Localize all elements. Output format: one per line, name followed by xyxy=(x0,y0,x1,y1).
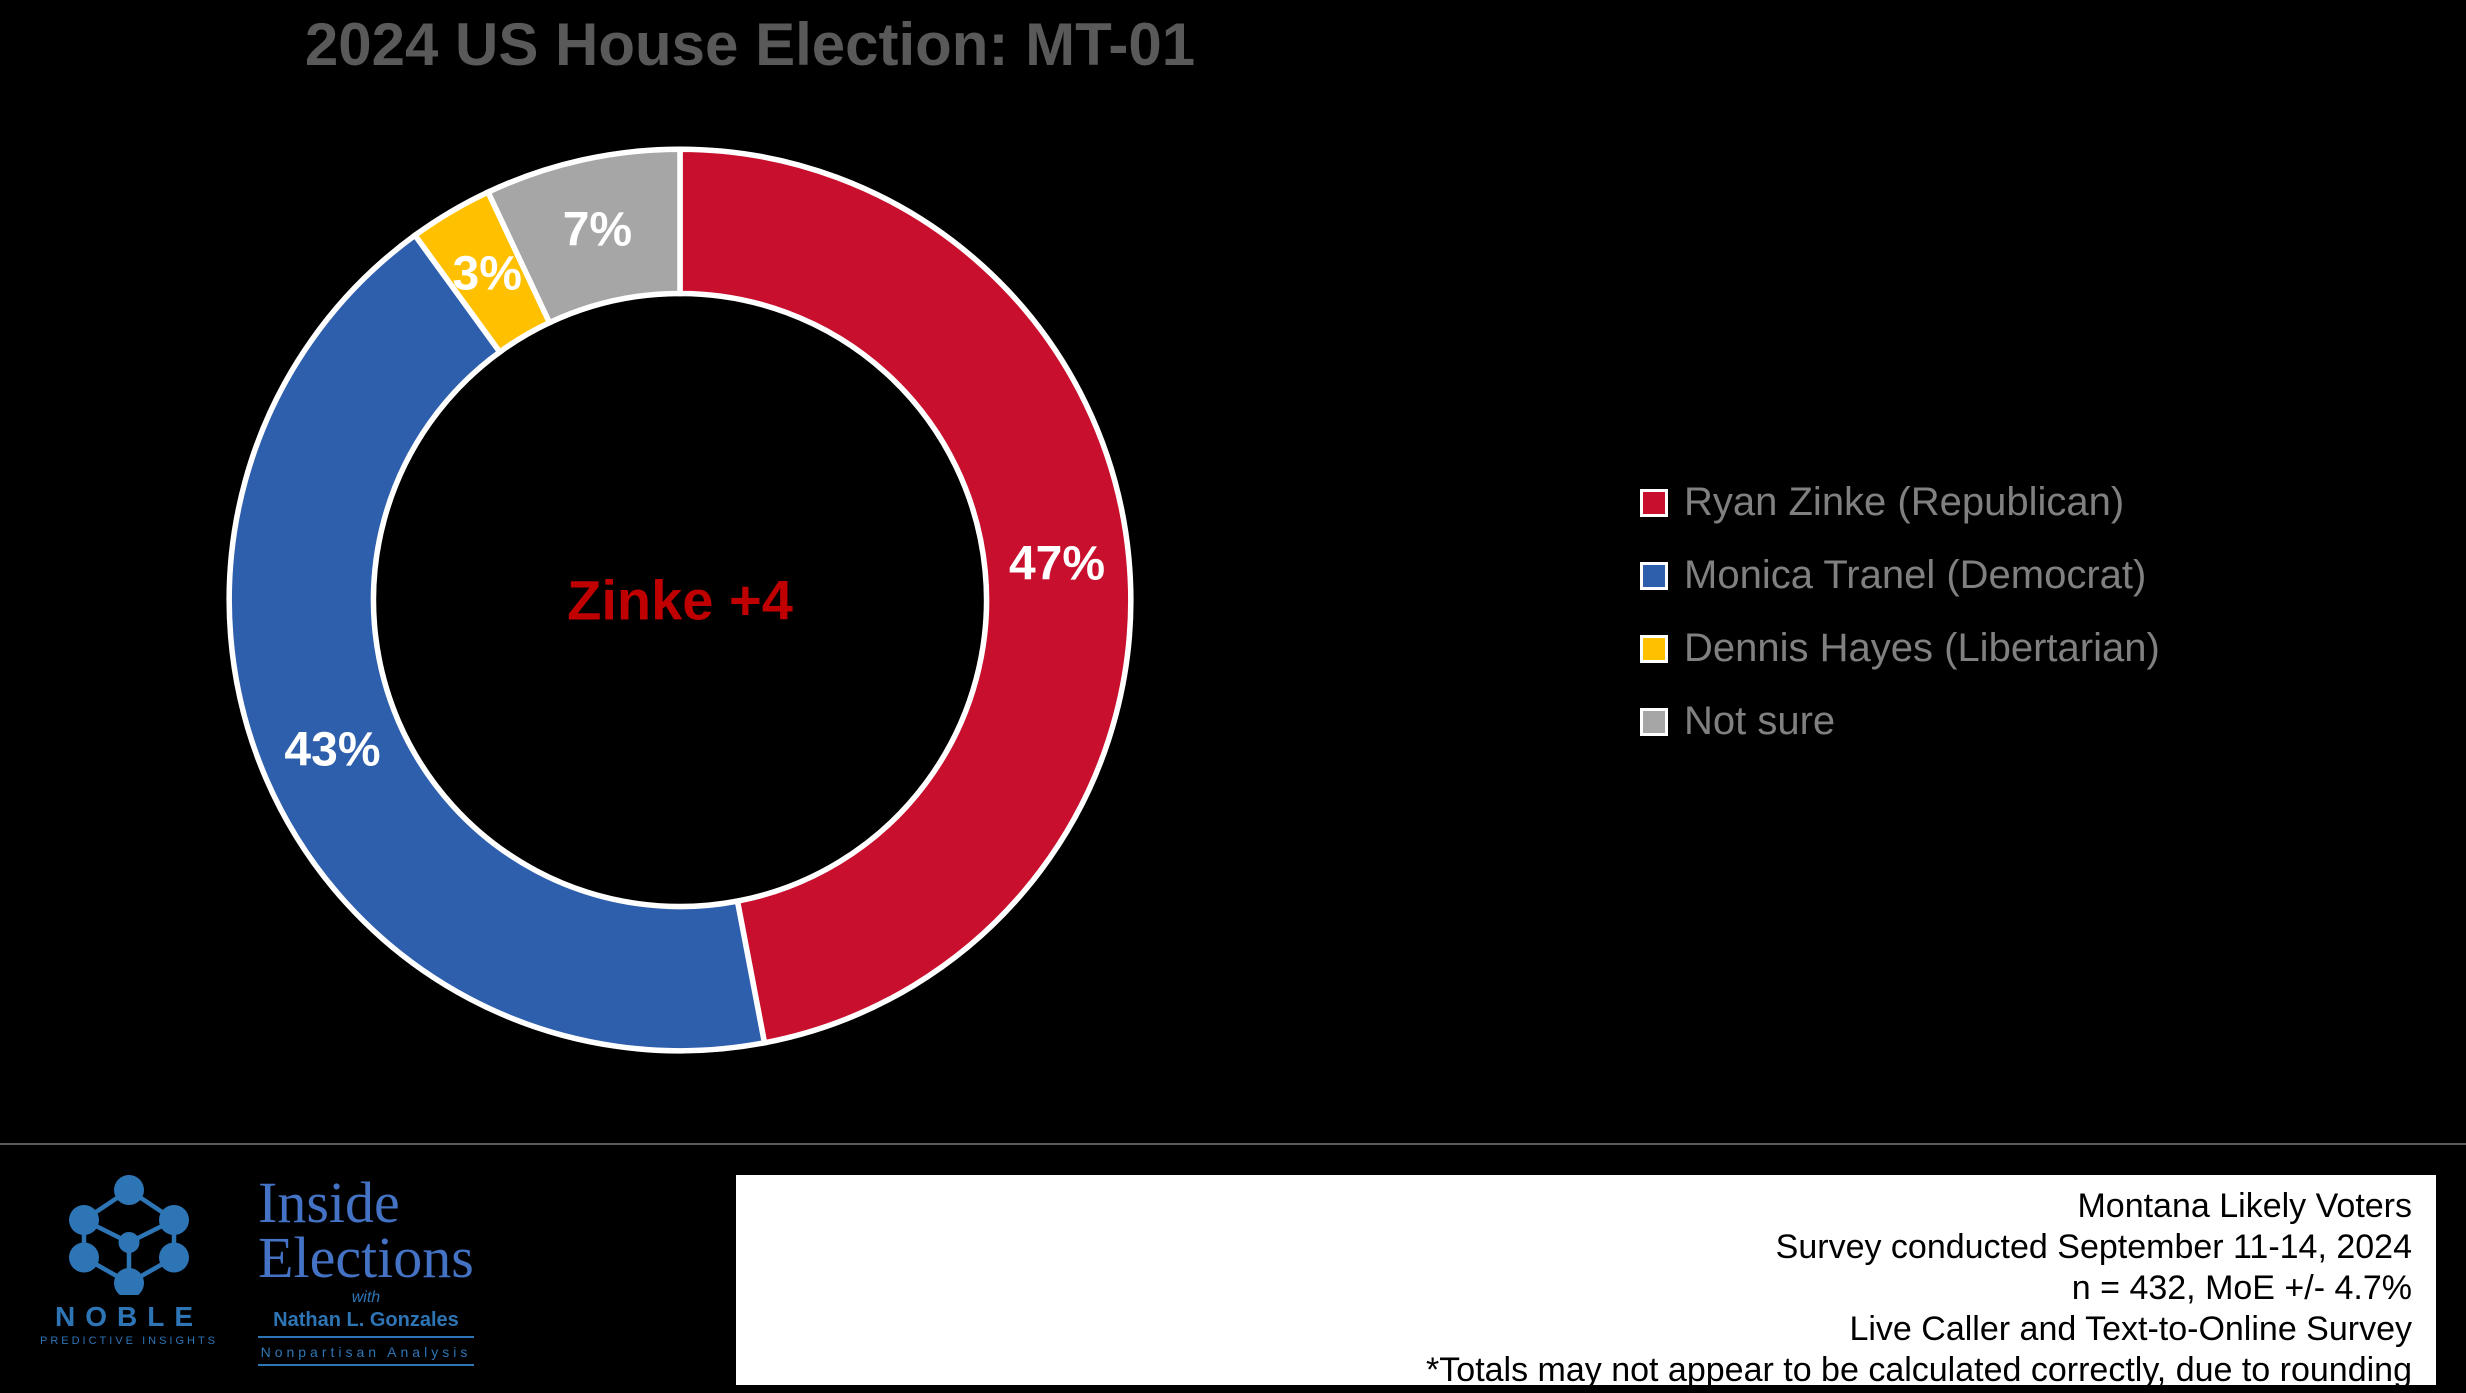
slice-value-label: 3% xyxy=(453,247,522,302)
chart-legend: Ryan Zinke (Republican) Monica Tranel (De… xyxy=(1640,480,2400,772)
legend-label: Not sure xyxy=(1684,699,1835,744)
survey-info-box: Montana Likely VotersSurvey conducted Se… xyxy=(736,1175,2436,1385)
info-line: *Totals may not appear to be calculated … xyxy=(1426,1351,2412,1385)
legend-item: Dennis Hayes (Libertarian) xyxy=(1640,626,2400,671)
ie-logo-line1: Inside xyxy=(258,1175,474,1230)
legend-swatch xyxy=(1640,489,1668,517)
legend-label: Ryan Zinke (Republican) xyxy=(1684,480,2124,525)
legend-item: Monica Tranel (Democrat) xyxy=(1640,553,2400,598)
noble-logo-icon xyxy=(54,1175,204,1295)
legend-swatch xyxy=(1640,708,1668,736)
legend-item: Not sure xyxy=(1640,699,2400,744)
info-line: Survey conducted September 11-14, 2024 xyxy=(1776,1228,2412,1267)
noble-logo-sub: PREDICTIVE INSIGHTS xyxy=(40,1335,218,1347)
noble-logo: NOBLE PREDICTIVE INSIGHTS xyxy=(40,1175,218,1347)
legend-swatch xyxy=(1640,562,1668,590)
donut-center-label: Zinke +4 xyxy=(567,568,793,633)
ie-logo-tag: Nonpartisan Analysis xyxy=(258,1344,474,1366)
legend-swatch xyxy=(1640,635,1668,663)
slice-value-label: 7% xyxy=(563,203,632,258)
info-line: Montana Likely Voters xyxy=(2077,1187,2412,1226)
slice-value-label: 47% xyxy=(1009,537,1105,592)
donut-slice xyxy=(229,235,764,1051)
donut-chart: Zinke +4 47% 43% 3% 7% xyxy=(220,140,1140,1060)
logo-group: NOBLE PREDICTIVE INSIGHTS Inside Electio… xyxy=(40,1175,474,1366)
chart-title: 2024 US House Election: MT-01 xyxy=(0,10,1500,79)
info-line: Live Caller and Text-to-Online Survey xyxy=(1849,1310,2412,1349)
inside-elections-logo: Inside Elections with Nathan L. Gonzales… xyxy=(258,1175,474,1366)
legend-label: Dennis Hayes (Libertarian) xyxy=(1684,626,2160,671)
legend-label: Monica Tranel (Democrat) xyxy=(1684,553,2146,598)
ie-logo-line2: Elections xyxy=(258,1230,474,1285)
legend-item: Ryan Zinke (Republican) xyxy=(1640,480,2400,525)
slice-value-label: 43% xyxy=(284,723,380,778)
noble-logo-name: NOBLE xyxy=(55,1301,203,1333)
footer-bar: NOBLE PREDICTIVE INSIGHTS Inside Electio… xyxy=(0,1143,2466,1393)
info-line: n = 432, MoE +/- 4.7% xyxy=(2072,1269,2412,1308)
ie-logo-with: with xyxy=(258,1289,474,1307)
ie-logo-name: Nathan L. Gonzales xyxy=(258,1309,474,1338)
